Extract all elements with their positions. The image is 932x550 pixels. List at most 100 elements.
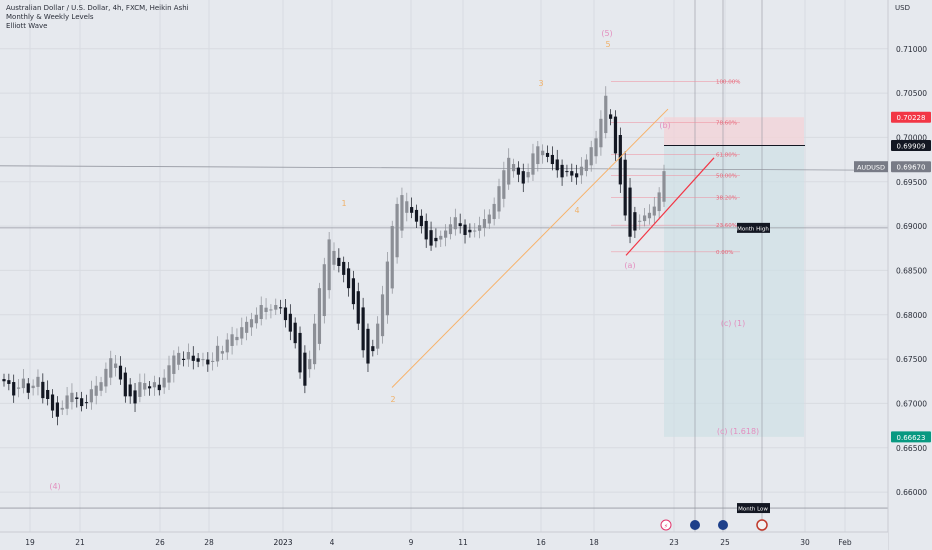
candle-body[interactable]: [16, 387, 21, 389]
candle-body[interactable]: [65, 395, 69, 409]
candle-body[interactable]: [279, 307, 283, 309]
candle-body[interactable]: [220, 351, 224, 354]
candle-body[interactable]: [293, 322, 297, 344]
candle-body[interactable]: [138, 382, 142, 397]
candle-body[interactable]: [274, 305, 278, 310]
candle-body[interactable]: [133, 390, 137, 404]
candle-body[interactable]: [75, 397, 79, 399]
candle-body[interactable]: [288, 313, 292, 332]
candle-body[interactable]: [618, 135, 622, 185]
candle-body[interactable]: [114, 363, 118, 368]
candle-body[interactable]: [482, 219, 487, 229]
candle-body[interactable]: [240, 327, 244, 339]
candle-body[interactable]: [143, 383, 147, 390]
candle-body[interactable]: [346, 268, 351, 289]
candle-body[interactable]: [147, 386, 152, 389]
candle-body[interactable]: [249, 319, 254, 328]
candle-body[interactable]: [565, 171, 569, 173]
candle-body[interactable]: [186, 352, 191, 360]
candle-body[interactable]: [308, 359, 312, 370]
candle-body[interactable]: [322, 264, 326, 317]
stop-loss-zone[interactable]: [664, 117, 804, 146]
candle-body[interactable]: [458, 223, 462, 227]
candle-body[interactable]: [356, 291, 360, 324]
symbol-title[interactable]: Australian Dollar / U.S. Dollar, 4h, FXC…: [6, 4, 189, 12]
candle-body[interactable]: [157, 384, 161, 391]
candle-body[interactable]: [211, 360, 215, 362]
candle-body[interactable]: [317, 288, 322, 344]
candle-body[interactable]: [196, 358, 200, 362]
candle-body[interactable]: [492, 203, 496, 220]
candle-body[interactable]: [298, 332, 302, 373]
trendline-orange[interactable]: [391, 108, 669, 388]
candle-body[interactable]: [31, 385, 35, 389]
candle-body[interactable]: [594, 138, 598, 157]
au-flag-icon[interactable]: [718, 520, 728, 530]
candle-body[interactable]: [181, 358, 186, 360]
candle-body[interactable]: [424, 220, 428, 240]
candle-body[interactable]: [109, 358, 113, 378]
candle-body[interactable]: [405, 201, 409, 213]
candle-body[interactable]: [283, 307, 288, 321]
candle-body[interactable]: [327, 239, 331, 291]
candle-body[interactable]: [429, 230, 433, 246]
candle-body[interactable]: [376, 323, 380, 349]
candle-body[interactable]: [41, 381, 45, 399]
candle-body[interactable]: [12, 382, 16, 396]
candle-body[interactable]: [60, 407, 64, 410]
candle-body[interactable]: [342, 261, 346, 275]
candle-body[interactable]: [312, 323, 317, 365]
candle-body[interactable]: [366, 328, 370, 364]
candle-body[interactable]: [99, 382, 103, 391]
candle-body[interactable]: [419, 215, 423, 227]
candle-body[interactable]: [26, 383, 30, 393]
candle-body[interactable]: [2, 379, 6, 382]
candle-body[interactable]: [361, 307, 365, 351]
price-label-bg[interactable]: [891, 111, 931, 123]
candle-body[interactable]: [502, 170, 506, 199]
candle-body[interactable]: [7, 380, 11, 384]
candle-body[interactable]: [589, 147, 593, 166]
candle-body[interactable]: [230, 334, 234, 346]
candle-body[interactable]: [235, 336, 239, 341]
profit-target-zone[interactable]: [664, 145, 804, 437]
candle-body[interactable]: [448, 224, 453, 235]
candle-body[interactable]: [579, 166, 584, 176]
candle-body[interactable]: [434, 237, 438, 242]
candle-body[interactable]: [575, 173, 579, 178]
candle-body[interactable]: [191, 355, 195, 361]
candle-body[interactable]: [89, 389, 93, 403]
candle-body[interactable]: [609, 114, 613, 119]
candle-body[interactable]: [380, 294, 385, 337]
candle-body[interactable]: [123, 372, 127, 397]
candle-body[interactable]: [555, 159, 559, 171]
candle-body[interactable]: [84, 402, 89, 404]
candle-body[interactable]: [351, 278, 356, 305]
candle-body[interactable]: [167, 365, 171, 383]
candle-body[interactable]: [628, 187, 632, 237]
candle-body[interactable]: [497, 186, 501, 212]
us-flag-icon[interactable]: [756, 519, 768, 531]
candle-body[interactable]: [638, 220, 642, 222]
candle-body[interactable]: [162, 377, 166, 388]
candle-body[interactable]: [439, 235, 443, 240]
candle-body[interactable]: [570, 171, 574, 176]
candle-body[interactable]: [400, 195, 404, 231]
candle-body[interactable]: [104, 368, 108, 387]
candle-body[interactable]: [545, 152, 550, 157]
candle-body[interactable]: [395, 203, 399, 258]
candle-body[interactable]: [652, 206, 656, 216]
event-lightning-icon[interactable]: [660, 519, 672, 531]
candle-body[interactable]: [473, 230, 477, 232]
candle-body[interactable]: [152, 382, 157, 388]
candle-body[interactable]: [215, 345, 220, 362]
candle-body[interactable]: [390, 226, 394, 289]
price-label-bg[interactable]: [891, 431, 931, 443]
candle-body[interactable]: [662, 171, 666, 202]
au-flag-icon[interactable]: [690, 520, 700, 530]
candle-body[interactable]: [584, 159, 588, 172]
candle-body[interactable]: [245, 321, 249, 333]
candle-body[interactable]: [647, 212, 652, 219]
candle-body[interactable]: [225, 339, 229, 353]
